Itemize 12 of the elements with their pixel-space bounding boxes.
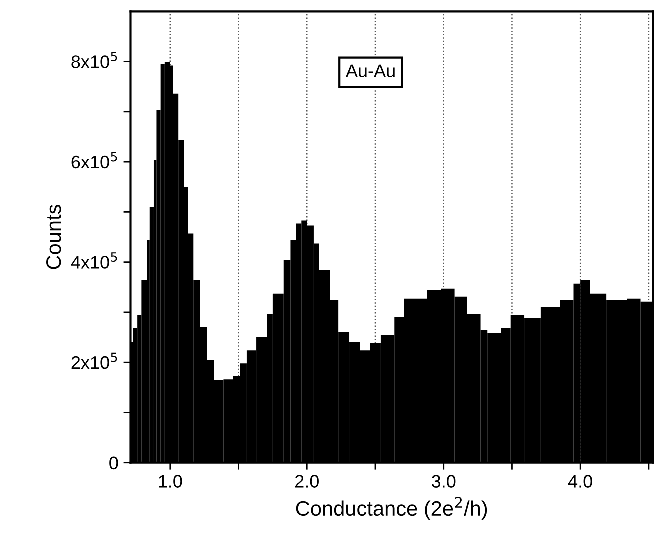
y-tick-label: 8x10$^{5}$ (72, 52, 118, 68)
y-axis-title: Counts (46, 205, 62, 270)
x-tick-label: 2.0 (295, 475, 319, 488)
y-tick-label: 0 (110, 456, 118, 470)
annotation: Au-Au (346, 64, 395, 78)
x-tick-label: 4.0 (568, 475, 592, 488)
x-tick-label: 1.0 (159, 475, 182, 488)
x-tick-label: 3.0 (432, 475, 456, 488)
y-tick-label: 4x10$^{5}$ (71, 252, 118, 269)
x-axis-title: Conductance (2e$^{2}$/h) (296, 497, 488, 520)
y-tick-label: 2x10$^{5}$ (72, 352, 118, 370)
y-tick-label: 6x10$^{5}$ (72, 152, 118, 169)
